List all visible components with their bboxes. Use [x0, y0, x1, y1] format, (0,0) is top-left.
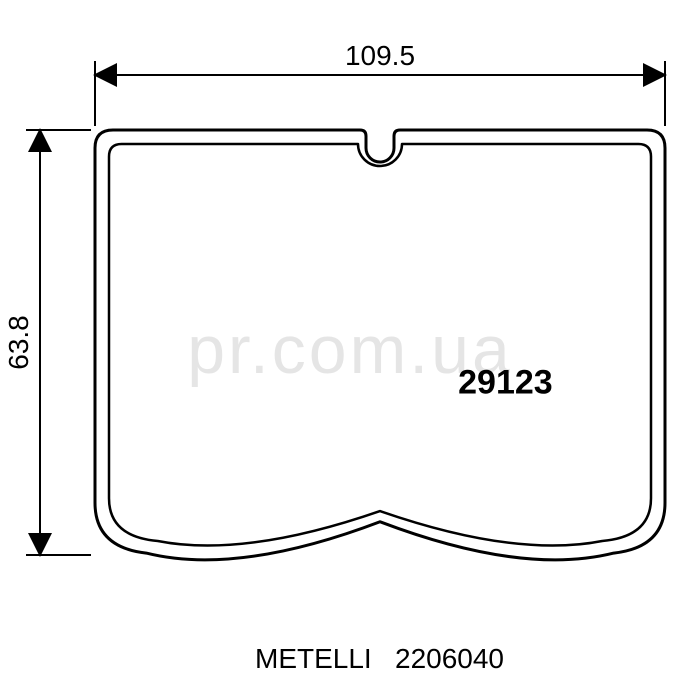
sku-label: 2206040 [395, 643, 504, 675]
svg-text:29123: 29123 [458, 364, 553, 402]
diagram-container: pr.com.ua 109.563.829123 METELLI 2206040 [0, 0, 700, 700]
svg-text:63.8: 63.8 [3, 315, 34, 370]
svg-text:109.5: 109.5 [345, 40, 415, 71]
brand-label: METELLI [255, 643, 372, 675]
technical-drawing: 109.5 63.8 29123 [0, 0, 700, 700]
brand-text: METELLI [255, 643, 372, 674]
sku-text: 2206040 [395, 643, 504, 674]
